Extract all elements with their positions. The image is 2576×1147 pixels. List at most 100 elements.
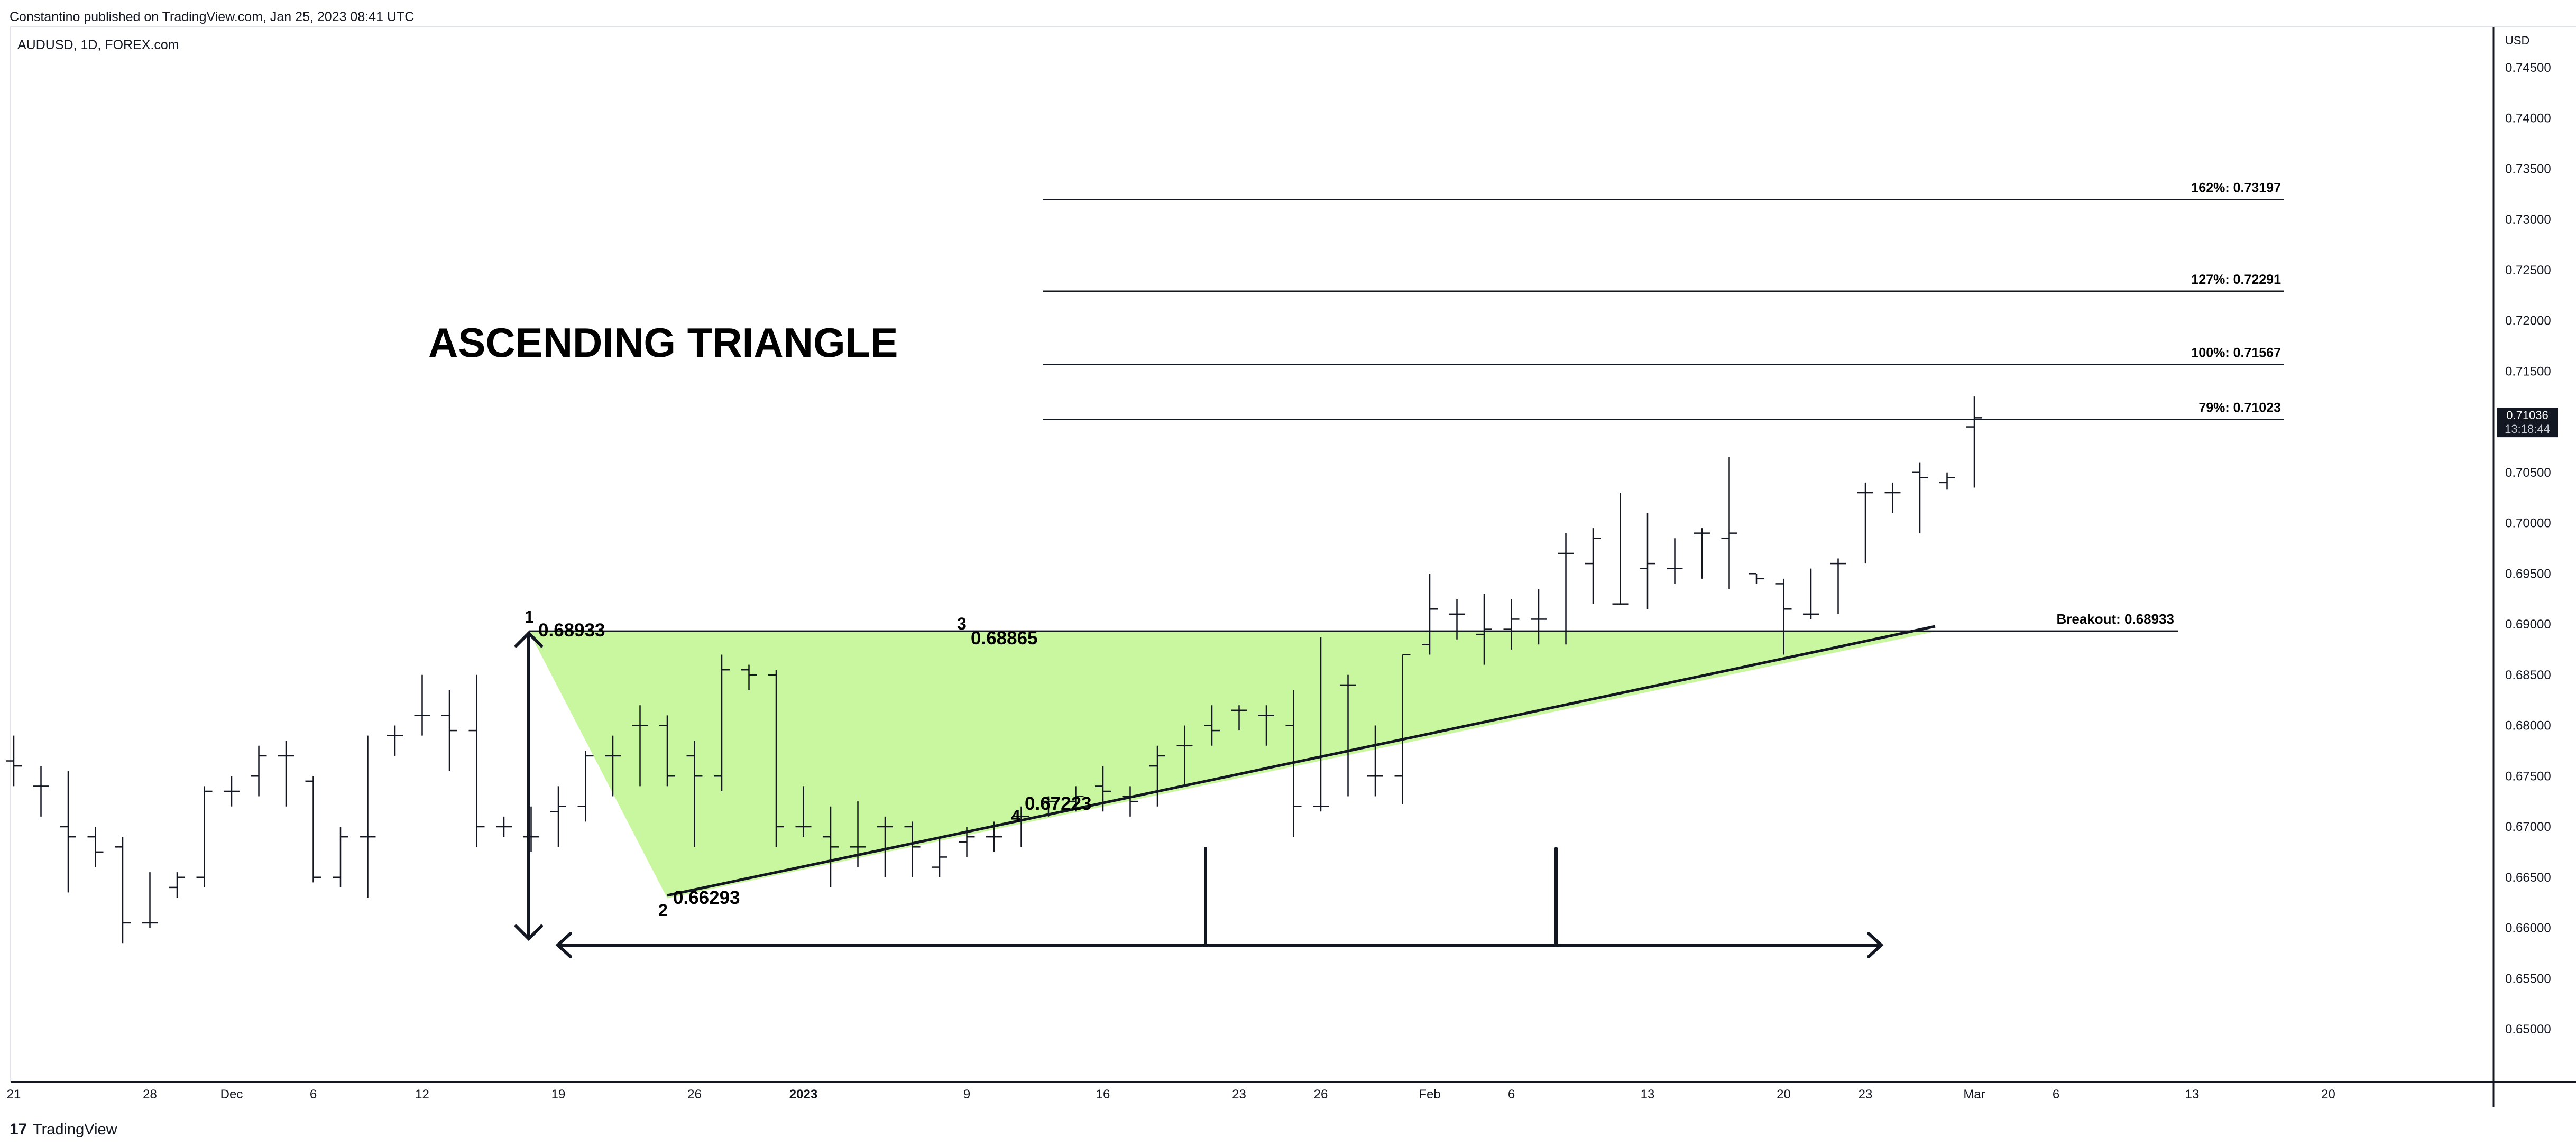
ohlc-bar	[1149, 745, 1165, 807]
ohlc-bar	[169, 872, 185, 898]
time-axis-labels[interactable]: 21 28 Dec 6 12 19 26 2023 9 16 23 26 Feb 6 13 20 23 Mar 6 1…	[7, 1087, 2335, 1102]
bar-countdown: 13:18:44	[2505, 422, 2550, 436]
price-tick-label: 0.70500	[2505, 466, 2551, 480]
ohlc-bar	[1830, 558, 1846, 614]
ohlc-bar	[1231, 705, 1247, 731]
point-label-3: 3	[957, 614, 967, 633]
fib-level-label: 100%: 0.71567	[2191, 345, 2281, 360]
price-tick-label: 0.69500	[2505, 567, 2551, 581]
ohlc-bar	[1422, 574, 1438, 655]
point-value-3: 0.68865	[971, 628, 1038, 649]
fib-level-label: 127%: 0.72291	[2191, 272, 2281, 287]
price-tick-label: 0.71500	[2505, 364, 2551, 378]
price-tick-label: 0.72500	[2505, 263, 2551, 278]
ohlc-bar	[577, 751, 594, 822]
time-axis-label: 21	[7, 1087, 21, 1102]
last-price-badge: 0.71036 13:18:44	[2497, 408, 2558, 438]
symbol-info[interactable]: AUDUSD, 1D, FOREX.com	[17, 38, 179, 52]
price-tick-label: 0.66000	[2505, 921, 2551, 936]
ohlc-bar	[686, 741, 703, 847]
ohlc-bar	[115, 837, 131, 944]
ohlc-bar	[904, 821, 921, 877]
ohlc-bar	[1313, 637, 1329, 812]
ohlc-bar	[1612, 493, 1629, 605]
time-axis-label: 12	[415, 1087, 429, 1102]
point-value-4: 0.67223	[1025, 793, 1092, 814]
pattern-width-arrow[interactable]	[555, 847, 1884, 958]
breakout-label: Breakout: 0.68933	[2056, 611, 2174, 627]
fib-level-label: 162%: 0.73197	[2191, 180, 2281, 195]
ohlc-bar	[496, 816, 512, 837]
ohlc-bar	[1176, 725, 1193, 787]
ohlc-bar	[1340, 674, 1356, 797]
time-axis-label: 19	[551, 1087, 566, 1102]
price-tick-label: 0.72000	[2505, 314, 2551, 328]
ohlc-bar	[1939, 472, 1955, 490]
point-value-2: 0.66293	[673, 887, 740, 908]
ohlc-bar	[441, 690, 457, 771]
ohlc-bar	[1694, 528, 1710, 579]
ohlc-bar	[1585, 528, 1601, 604]
time-axis-label: Mar	[1963, 1087, 1985, 1102]
time-axis-label: 20	[2321, 1087, 2335, 1102]
ohlc-bar	[605, 735, 621, 797]
ohlc-bar	[1775, 578, 1792, 655]
ohlc-bar	[333, 827, 348, 887]
ohlc-bar	[360, 735, 376, 898]
ohlc-bar	[1721, 457, 1737, 589]
ohlc-bar	[1667, 538, 1683, 584]
ohlc-bar	[768, 670, 784, 847]
time-axis-label: 9	[963, 1087, 970, 1102]
ohlc-bar	[468, 674, 485, 847]
ascending-triangle-fill	[529, 631, 1938, 899]
ohlc-bar	[224, 776, 240, 807]
point-label-2: 2	[658, 901, 668, 920]
price-tick-label: 0.74500	[2505, 61, 2551, 75]
ohlc-bar	[87, 827, 104, 867]
ohlc-bar	[1749, 573, 1764, 584]
time-axis-label: 16	[1096, 1087, 1110, 1102]
ohlc-bar	[795, 786, 812, 837]
ohlc-bar	[414, 674, 430, 736]
price-scale-ticks[interactable]: 0.74500 0.74000 0.73500 0.73000 0.72500 0.720…	[2505, 61, 2551, 1037]
tradingview-logo-icon: 17	[10, 1121, 27, 1138]
ohlc-bar	[60, 771, 76, 893]
currency-label: USD	[2505, 34, 2529, 47]
price-tick-label: 0.65500	[2505, 972, 2551, 986]
price-tick-label: 0.73500	[2505, 162, 2551, 176]
price-tick-label: 0.70000	[2505, 516, 2551, 531]
price-tick-label: 0.69000	[2505, 617, 2551, 632]
ohlc-bar	[932, 837, 947, 877]
pattern-height-arrow[interactable]	[514, 631, 543, 941]
ohlc-bar	[278, 741, 294, 807]
ohlc-bar	[6, 735, 22, 787]
time-axis-label: 28	[143, 1087, 157, 1102]
tradingview-logo: 17 TradingView	[10, 1121, 118, 1138]
ohlc-bar	[1803, 568, 1819, 619]
price-tick-label: 0.73000	[2505, 212, 2551, 227]
point-value-1: 0.68933	[538, 620, 605, 641]
ohlc-bar	[1476, 594, 1492, 665]
time-axis-label: 26	[1314, 1087, 1328, 1102]
ohlc-bar	[1640, 513, 1655, 609]
ohlc-bar	[714, 654, 730, 791]
time-axis-label: 2023	[789, 1087, 817, 1102]
rising-support-line[interactable]	[667, 625, 1936, 897]
ohlc-bar	[632, 705, 648, 787]
point-label-1: 1	[525, 607, 534, 626]
ohlc-bar	[142, 872, 158, 928]
ohlc-bar	[1558, 533, 1574, 645]
ohlc-bar	[1503, 599, 1520, 650]
pattern-title: ASCENDING TRIANGLE	[428, 319, 898, 366]
price-tick-label: 0.65000	[2505, 1022, 2551, 1037]
ohlc-bar	[1912, 462, 1928, 533]
ohlc-bar	[305, 776, 321, 883]
point-label-4: 4	[1011, 807, 1020, 826]
ohlc-bar	[823, 806, 839, 887]
price-tick-label: 0.74000	[2505, 112, 2551, 126]
time-axis-label: 20	[1777, 1087, 1791, 1102]
ohlc-bar	[1367, 725, 1383, 797]
ohlc-bar	[1068, 786, 1084, 812]
time-axis-label: Dec	[220, 1087, 243, 1102]
